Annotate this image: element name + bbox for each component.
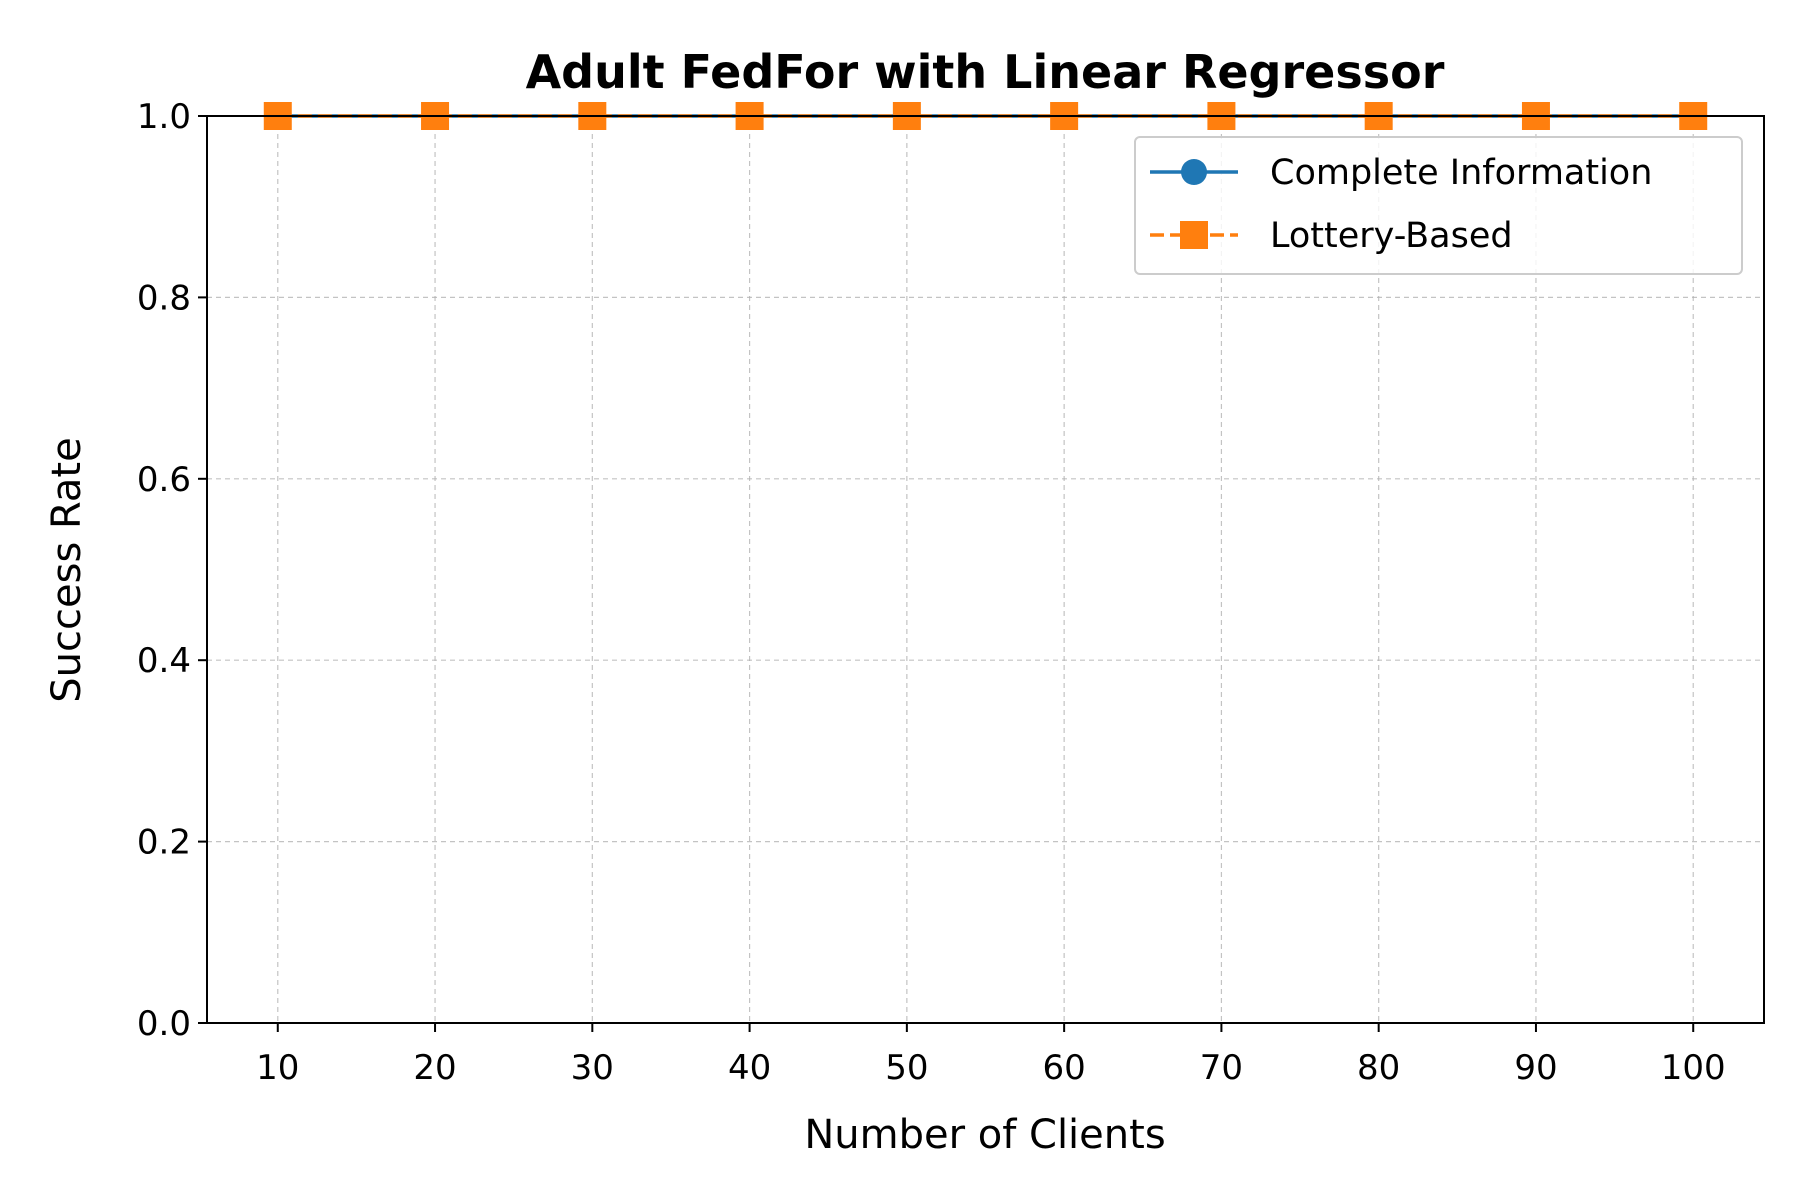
series-layer [206, 102, 1765, 1024]
x-axis-label: Number of Clients [804, 1112, 1165, 1158]
tick-labels: 10 20 30 40 50 60 70 80 90 100 0.0 0.2 0.4 0.6 0.8 1.0 [137, 97, 1726, 1088]
axes [198, 115, 1695, 1032]
x-tick-label: 30 [571, 1048, 614, 1088]
y-tick-label: 0.0 [137, 1004, 191, 1044]
x-tick-label: 100 [1661, 1048, 1726, 1088]
x-tick-label: 50 [885, 1048, 928, 1088]
x-tick-label: 90 [1514, 1048, 1557, 1088]
legend-label-1: Lottery-Based [1270, 216, 1513, 256]
legend-items: Complete Information Lottery-Based [1150, 153, 1652, 256]
y-axis-label: Success Rate [44, 437, 90, 702]
x-tick-label: 40 [728, 1048, 771, 1088]
x-tick-label: 80 [1357, 1048, 1400, 1088]
y-tick-label: 0.8 [137, 278, 191, 318]
legend-frame [1134, 136, 1743, 275]
x-tick-label: 10 [256, 1048, 299, 1088]
legend-label-0: Complete Information [1270, 153, 1652, 193]
y-tick-label: 0.6 [137, 460, 191, 500]
y-tick-label: 0.2 [137, 823, 191, 863]
x-tick-label: 20 [413, 1048, 456, 1088]
y-tick-label: 1.0 [137, 97, 191, 137]
x-tick-label: 60 [1043, 1048, 1086, 1088]
y-tick-label: 0.4 [137, 641, 191, 681]
chart-title: Adult FedFor with Linear Regressor [526, 45, 1445, 99]
legend-handle-marker-0 [1181, 159, 1207, 185]
plot-frame [206, 115, 1765, 1024]
legend: Complete Information Lottery-Based [1134, 136, 1743, 275]
x-tick-label: 70 [1200, 1048, 1243, 1088]
legend-handle-marker-1 [1180, 221, 1208, 249]
